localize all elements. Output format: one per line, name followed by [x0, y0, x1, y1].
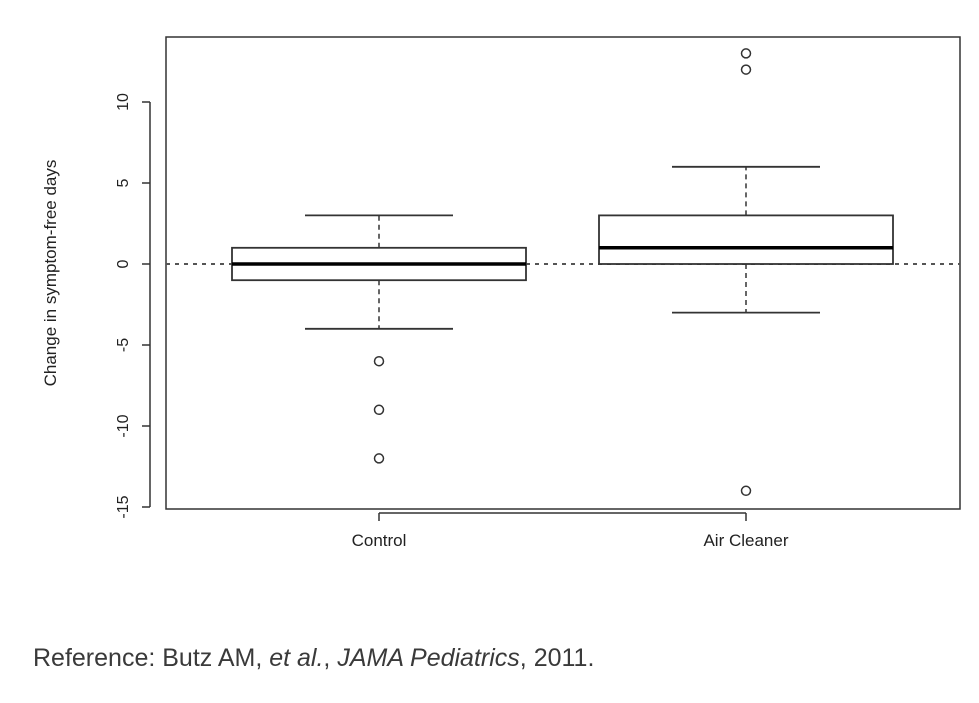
boxplot-chart: -15 -10 -5 0 5 10 Control Air Cleaner Change i…: [41, 36, 961, 550]
y-tick-label-0: -15: [115, 495, 132, 518]
outlier-point-2: [373, 453, 385, 464]
y-axis: -15 -10 -5 0 5 10: [115, 93, 151, 519]
y-tick-label-5: 10: [115, 93, 132, 111]
outlier-point-1: [373, 404, 385, 416]
y-tick-label-3: 0: [115, 259, 132, 268]
box-0: [231, 214, 527, 464]
box-1: [598, 48, 894, 497]
y-tick-label-4: 5: [115, 178, 132, 187]
reference-suffix: , 2011.: [519, 644, 595, 672]
outlier-point-2: [740, 485, 752, 497]
outlier-point-0: [373, 355, 385, 367]
y-tick-label-2: -5: [115, 338, 132, 352]
box-body: [598, 214, 894, 265]
x-tick-label-0: Control: [352, 531, 407, 550]
reference-journal: JAMA Pediatrics: [337, 644, 520, 672]
reference-sep: ,: [323, 644, 338, 672]
x-axis: Control Air Cleaner: [352, 512, 789, 550]
y-tick-label-1: -10: [115, 414, 132, 437]
box-series: [231, 48, 894, 497]
x-tick-label-1: Air Cleaner: [703, 531, 788, 550]
y-axis-label: Change in symptom-free days: [41, 160, 60, 387]
outlier-point-1: [740, 48, 752, 59]
outlier-point-0: [740, 64, 752, 75]
plot-frame: [165, 36, 961, 510]
reference-citation: Reference: Butz AM, et al., JAMA Pediatr…: [33, 644, 594, 673]
reference-prefix: Reference: Butz AM,: [33, 644, 270, 672]
reference-etal: et al.: [269, 644, 324, 672]
